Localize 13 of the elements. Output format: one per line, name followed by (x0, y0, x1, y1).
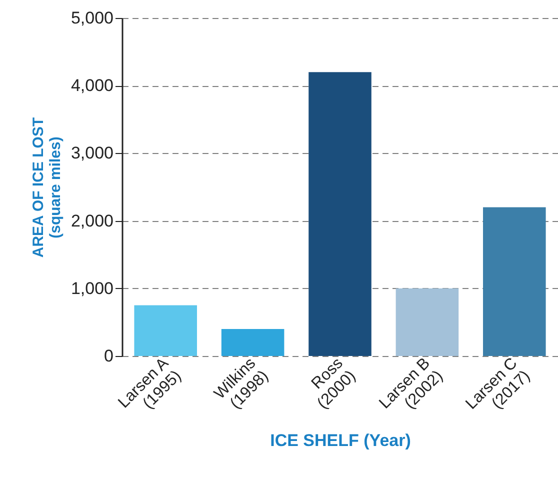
y-tick-label: 5,000 (70, 8, 114, 28)
bar (308, 72, 372, 356)
y-axis-title: AREA OF ICE LOST (square miles) (30, 117, 64, 258)
bar (483, 207, 546, 356)
y-tick-label: 0 (104, 346, 114, 366)
y-tick-label: 1,000 (70, 278, 114, 298)
bar (396, 288, 459, 356)
y-tick-label: 4,000 (70, 76, 114, 96)
y-tick-label: 2,000 (70, 211, 114, 230)
x-axis-title: ICE SHELF (Year) (270, 430, 411, 450)
y-tick-label: 3,000 (70, 144, 114, 163)
bar (134, 305, 197, 356)
bar (221, 328, 284, 356)
